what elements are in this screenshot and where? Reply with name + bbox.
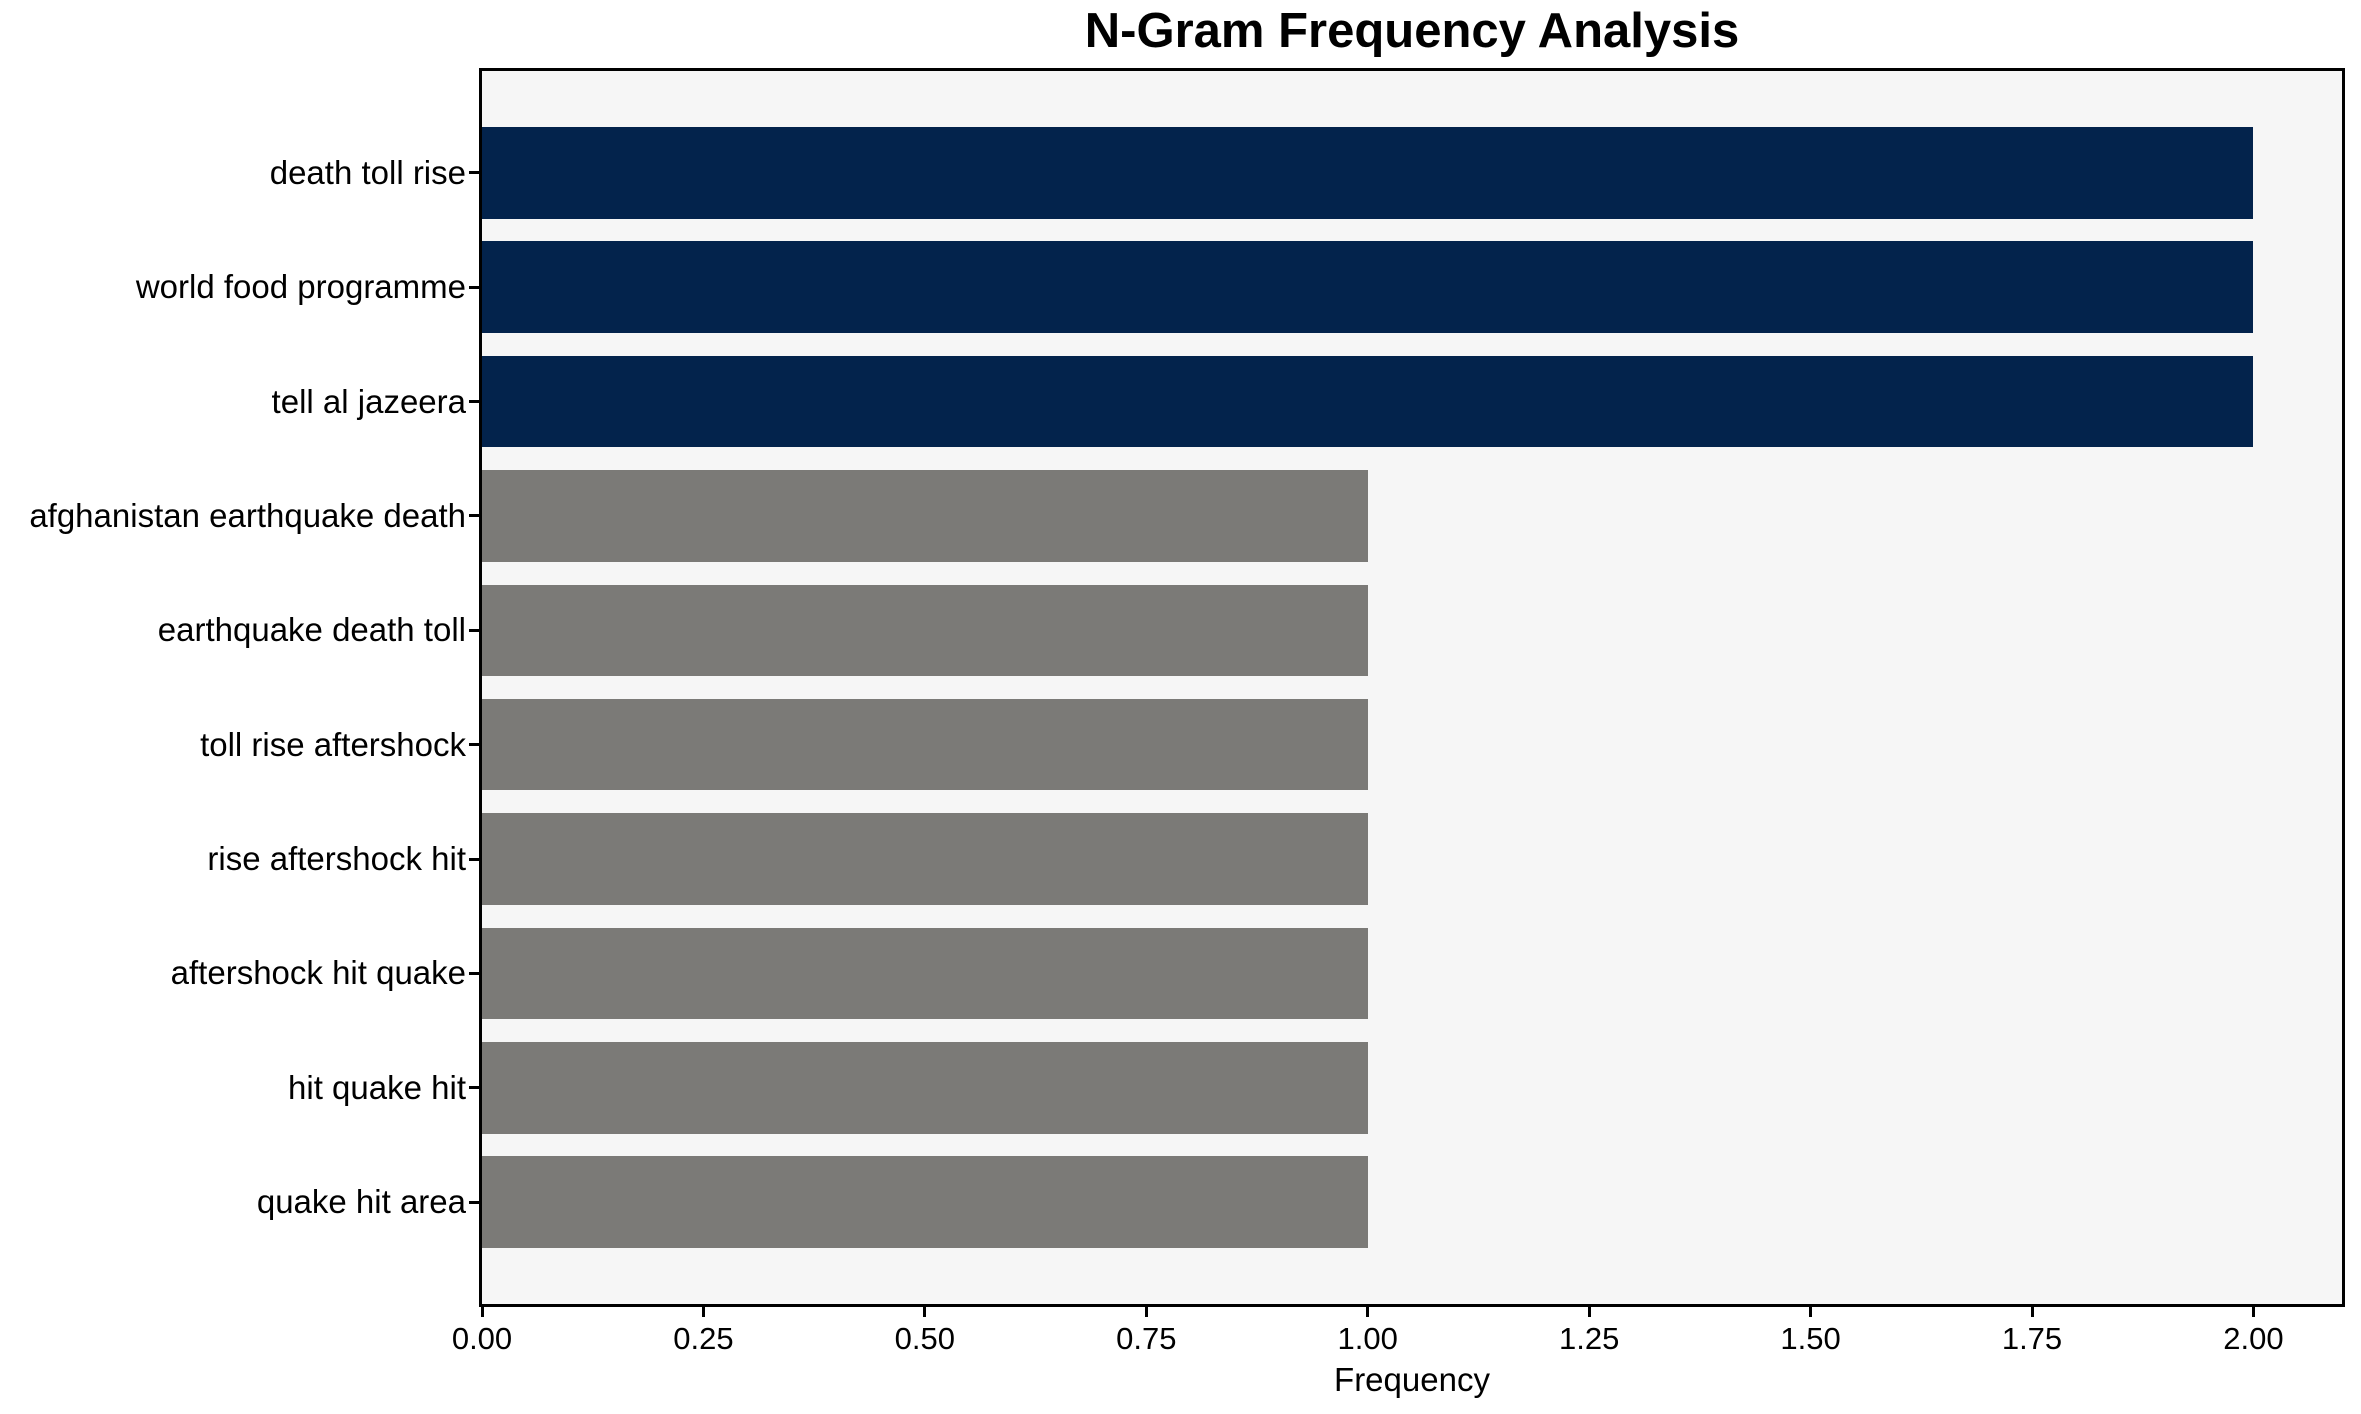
y-axis-label: toll rise aftershock <box>200 725 466 763</box>
x-tick-label: 0.75 <box>1116 1321 1177 1356</box>
bar <box>482 1042 1368 1134</box>
x-tick-mark <box>2030 1304 2034 1317</box>
x-tick-label: 1.50 <box>1780 1321 1841 1356</box>
x-tick-mark <box>1809 1304 1813 1317</box>
y-axis-label: death toll rise <box>269 153 466 191</box>
x-tick-label: 1.00 <box>1337 1321 1398 1356</box>
y-tick-mark <box>469 857 482 861</box>
x-tick-label: 1.25 <box>1558 1321 1620 1356</box>
y-tick-mark <box>469 514 482 518</box>
y-tick-mark <box>469 628 482 632</box>
x-axis-label: Frequency <box>1334 1361 1490 1398</box>
y-tick-mark <box>469 171 482 175</box>
x-tick-mark <box>1366 1304 1370 1317</box>
bar <box>482 813 1368 905</box>
x-tick-label: 2.00 <box>2223 1321 2284 1356</box>
chart-title: N-Gram Frequency Analysis <box>1084 4 1740 58</box>
x-tick-mark <box>480 1304 484 1317</box>
x-tick-mark <box>701 1304 705 1317</box>
y-axis-label: rise aftershock hit <box>207 840 466 878</box>
bar <box>482 584 1368 677</box>
x-tick-mark <box>923 1304 927 1317</box>
bar <box>482 927 1368 1020</box>
y-axis-label: hit quake hit <box>288 1068 466 1106</box>
x-tick-mark <box>2251 1304 2255 1317</box>
y-tick-mark <box>469 743 482 747</box>
bar <box>482 470 1368 562</box>
bars-layer <box>482 71 2342 1304</box>
x-tick-label: 1.75 <box>2001 1321 2063 1356</box>
y-axis-label: world food programme <box>135 268 466 306</box>
x-tick-mark <box>1587 1304 1591 1317</box>
bar <box>482 1156 1368 1248</box>
x-tick-label: 0.25 <box>673 1321 734 1356</box>
y-tick-mark <box>469 285 482 289</box>
y-axis-label: earthquake death toll <box>157 611 466 649</box>
y-tick-mark <box>469 971 482 975</box>
x-tick-mark <box>1144 1304 1148 1317</box>
x-tick-label: 0.00 <box>451 1321 513 1356</box>
bar <box>482 698 1368 791</box>
y-axis-label: tell al jazeera <box>271 382 466 420</box>
bar <box>482 355 2254 448</box>
bar <box>482 241 2254 333</box>
y-axis-label: aftershock hit quake <box>170 954 466 992</box>
y-tick-mark <box>469 1200 482 1204</box>
bar <box>482 127 2254 219</box>
y-axis-label: afghanistan earthquake death <box>29 496 466 534</box>
y-tick-mark <box>469 400 482 404</box>
y-tick-mark <box>469 1086 482 1090</box>
x-tick-label: 0.50 <box>894 1321 956 1356</box>
y-axis-label: quake hit area <box>256 1183 466 1221</box>
